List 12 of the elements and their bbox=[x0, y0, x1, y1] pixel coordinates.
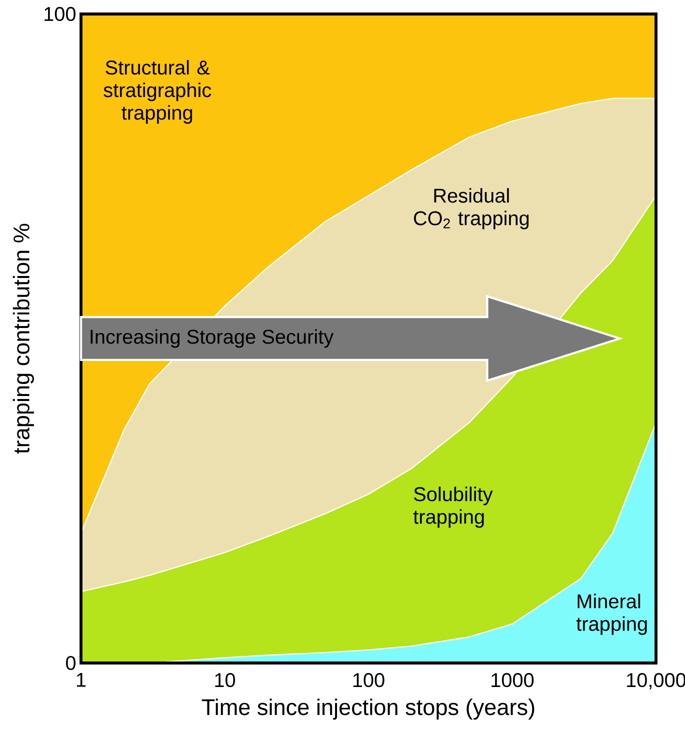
series-label: Mineral trapping bbox=[576, 594, 647, 635]
x-tick-label: 1 bbox=[76, 673, 86, 687]
x-tick-label: 100 bbox=[353, 673, 384, 688]
y-tick-label: 0 bbox=[66, 656, 76, 670]
series-label: Structural & stratigraphic trapping bbox=[104, 60, 212, 124]
x-axis-title: Time since injection stops (years) bbox=[202, 698, 534, 720]
x-tick-label: 10 bbox=[215, 673, 236, 688]
annotation: Increasing Storage Security bbox=[90, 329, 334, 348]
series-label: Residual CO$_{2}$ trapping bbox=[414, 188, 529, 230]
series-label: Solubility trapping bbox=[413, 486, 493, 528]
y-axis-title: trapping contribution % bbox=[12, 224, 34, 454]
x-tick-label: 1000 bbox=[492, 673, 534, 688]
